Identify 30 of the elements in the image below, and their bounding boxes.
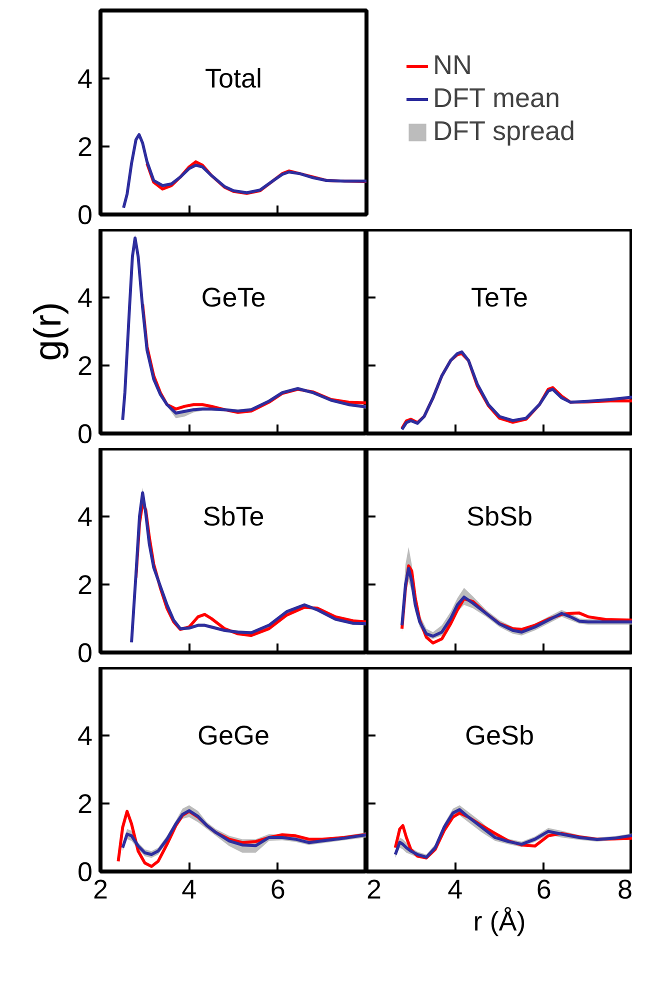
x-tick-label: 4 bbox=[182, 874, 197, 904]
y-tick-label: 4 bbox=[77, 502, 93, 532]
text: GeSb bbox=[464, 720, 534, 750]
y-tick-label: 0 bbox=[77, 638, 93, 668]
text: TeTe bbox=[470, 282, 528, 312]
y-tick-label: 4 bbox=[77, 721, 93, 751]
y-tick-label: 0 bbox=[77, 200, 93, 230]
text: GeGe bbox=[197, 720, 270, 750]
x-tick-label: 4 bbox=[448, 874, 463, 904]
y-axis-title: g(r) bbox=[27, 302, 70, 362]
text: SbSb bbox=[466, 502, 533, 532]
text: Total bbox=[204, 64, 262, 94]
y-tick-label: 4 bbox=[77, 64, 93, 94]
x-tick-label: 6 bbox=[270, 874, 286, 904]
x-axis-title: r (Å) bbox=[473, 906, 526, 936]
x-tick-label: 2 bbox=[366, 874, 382, 904]
x-tick-label: 8 bbox=[617, 874, 633, 904]
y-tick-label: 0 bbox=[77, 857, 93, 887]
text: SbTe bbox=[202, 502, 264, 532]
y-tick-label: 4 bbox=[77, 283, 93, 313]
legend-label: NN bbox=[433, 50, 472, 81]
legend-label: DFT mean bbox=[433, 83, 560, 114]
y-tick-label: 0 bbox=[77, 419, 93, 449]
y-tick-label: 2 bbox=[77, 570, 93, 600]
y-tick-label: 2 bbox=[77, 132, 93, 162]
y-tick-label: 2 bbox=[77, 351, 93, 381]
legend-label: DFT spread bbox=[433, 116, 576, 147]
text: GeTe bbox=[201, 282, 266, 312]
x-tick-label: 6 bbox=[536, 874, 552, 904]
y-tick-label: 2 bbox=[77, 789, 93, 819]
